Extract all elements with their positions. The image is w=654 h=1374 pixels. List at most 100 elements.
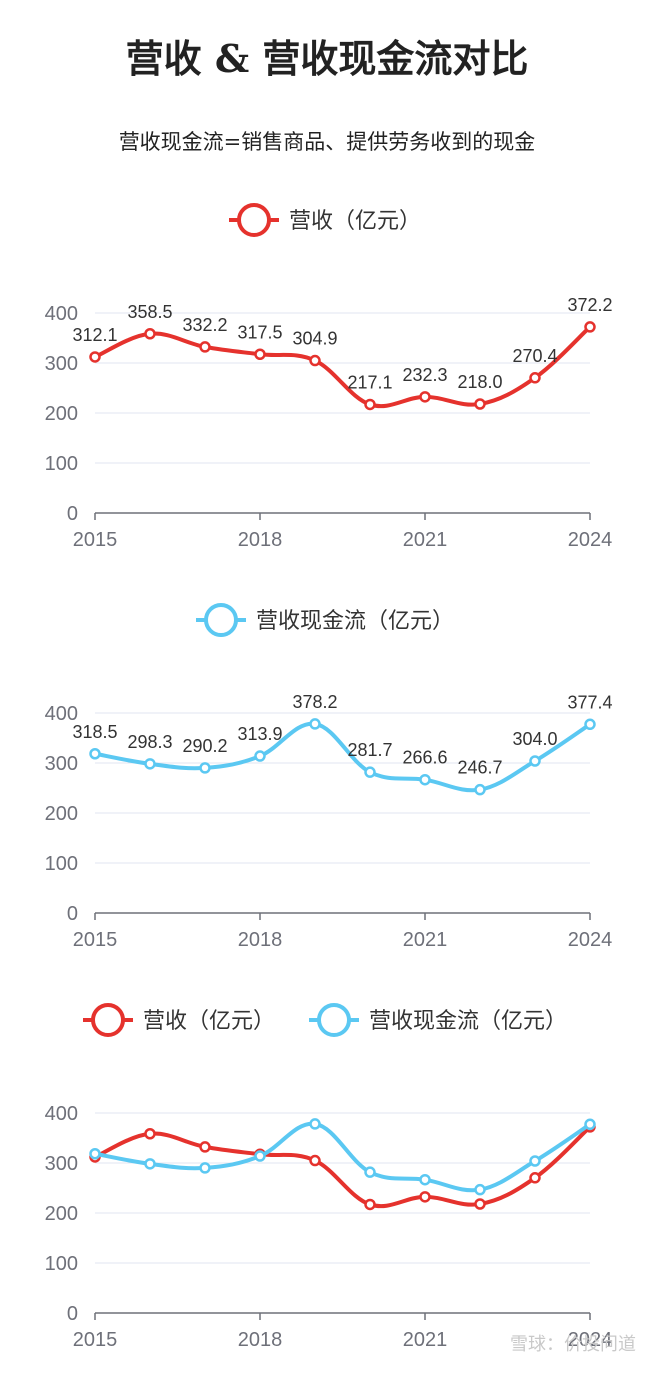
x-tick-label: 2024: [568, 929, 613, 951]
y-tick-label: 0: [67, 903, 78, 925]
x-tick-label: 2015: [73, 529, 118, 551]
data-point: [364, 766, 376, 778]
data-label: 232.3: [402, 365, 447, 385]
y-tick-label: 200: [45, 803, 78, 825]
page-title: 营收 & 营收现金流对比: [125, 36, 529, 81]
data-point: [144, 328, 156, 340]
x-tick-label: 2015: [73, 1329, 118, 1351]
data-label: 358.5: [127, 302, 172, 322]
series-line: [94, 325, 592, 409]
data-label: 318.5: [72, 722, 117, 742]
data-point: [419, 391, 431, 403]
data-point: [309, 1118, 321, 1130]
y-tick-label: 400: [45, 703, 78, 725]
data-point: [199, 341, 211, 353]
comparison-chart: 营收（亿元） 营收现金流（亿元） 0 100 200 300 400 2015 2018 2021…: [45, 1003, 612, 1351]
legend-item: 营收现金流（亿元）: [196, 603, 454, 637]
data-label: 218.0: [457, 372, 502, 392]
y-tick-label: 300: [45, 1153, 78, 1175]
series-line: [94, 1125, 592, 1209]
data-point: [199, 1162, 211, 1174]
x-tick-label: 2018: [238, 1329, 283, 1351]
y-tick-label: 200: [45, 1203, 78, 1225]
y-tick-label: 100: [45, 1253, 78, 1275]
data-point: [309, 1154, 321, 1167]
data-point: [144, 758, 156, 770]
data-label: 372.2: [567, 295, 612, 315]
data-point: [254, 348, 266, 360]
data-point: [584, 718, 596, 731]
data-point: [529, 1155, 541, 1167]
x-tick-label: 2021: [403, 529, 448, 551]
data-label: 217.1: [347, 372, 392, 392]
x-tick-label: 2021: [403, 1329, 448, 1351]
series-line: [94, 1121, 592, 1193]
data-point: [474, 1183, 486, 1196]
data-point: [199, 1141, 211, 1153]
legend-item: 营收现金流（亿元）: [309, 1003, 567, 1037]
data-point: [419, 1173, 431, 1186]
data-label: 270.4: [512, 346, 557, 366]
page-subtitle: 营收现金流=销售商品、提供劳务收到的现金: [118, 130, 536, 154]
data-point: [89, 1148, 101, 1160]
y-tick-label: 400: [45, 303, 78, 325]
legend-marker: [317, 1003, 351, 1037]
legend-label: 营收（亿元）: [143, 1009, 275, 1034]
legend-item: 营收（亿元）: [229, 203, 421, 237]
data-point: [144, 1158, 156, 1170]
data-point: [144, 1128, 156, 1140]
data-point: [364, 398, 376, 411]
data-point: [584, 1118, 596, 1131]
data-label: 290.2: [182, 736, 227, 756]
data-point: [529, 1172, 541, 1184]
series-line: [94, 721, 592, 793]
data-label: 304.0: [512, 729, 557, 749]
x-tick-label: 2021: [403, 929, 448, 951]
data-point: [529, 372, 541, 384]
y-tick-label: 0: [67, 503, 78, 525]
y-tick-label: 300: [45, 753, 78, 775]
y-tick-label: 100: [45, 453, 78, 475]
legend-label: 营收现金流（亿元）: [256, 609, 454, 634]
data-label: 298.3: [127, 732, 172, 752]
cashflow-chart: 营收现金流（亿元） 0 100 200 300 400 2015 2018 2021 2024 31…: [45, 603, 613, 951]
data-label: 317.5: [237, 322, 282, 342]
y-tick-label: 100: [45, 853, 78, 875]
data-label: 304.9: [292, 329, 337, 349]
data-point: [89, 351, 101, 363]
watermark: 雪球：价投问道: [510, 1334, 636, 1355]
data-label: 246.7: [457, 758, 502, 778]
data-point: [89, 748, 101, 760]
data-point: [364, 1198, 376, 1211]
data-point: [254, 750, 266, 762]
data-point: [474, 1198, 486, 1210]
legend-label: 营收现金流（亿元）: [369, 1009, 567, 1034]
data-point: [309, 354, 321, 367]
y-tick-label: 300: [45, 353, 78, 375]
data-label: 377.4: [567, 692, 612, 712]
legend-label: 营收（亿元）: [289, 209, 421, 234]
legend-marker: [91, 1003, 125, 1037]
data-point: [584, 321, 596, 333]
data-point: [419, 773, 431, 786]
x-tick-label: 2018: [238, 929, 283, 951]
x-tick-label: 2024: [568, 529, 613, 551]
x-tick-label: 2018: [238, 529, 283, 551]
data-point: [364, 1166, 376, 1178]
revenue-chart: 营收（亿元） 0 100 200 300 400 2015 2018 2021 2024 312.1…: [45, 203, 613, 551]
legend-item: 营收（亿元）: [83, 1003, 275, 1037]
data-point: [474, 398, 486, 410]
data-point: [309, 718, 321, 730]
y-tick-label: 0: [67, 1303, 78, 1325]
y-tick-label: 200: [45, 403, 78, 425]
data-point: [419, 1191, 431, 1203]
data-label: 266.6: [402, 748, 447, 768]
data-label: 313.9: [237, 724, 282, 744]
data-label: 332.2: [182, 315, 227, 335]
data-label: 378.2: [292, 692, 337, 712]
legend-marker: [237, 203, 271, 237]
data-point: [199, 762, 211, 774]
y-tick-label: 400: [45, 1103, 78, 1125]
legend-marker: [204, 603, 238, 637]
data-point: [474, 783, 486, 796]
